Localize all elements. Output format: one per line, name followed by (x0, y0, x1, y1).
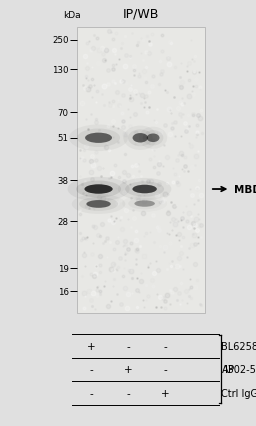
Text: 28: 28 (58, 217, 69, 226)
Text: 38: 38 (58, 176, 69, 186)
Ellipse shape (76, 181, 121, 198)
Text: -: - (126, 388, 130, 398)
Ellipse shape (87, 201, 111, 208)
Ellipse shape (79, 198, 118, 211)
Text: +: + (161, 388, 169, 398)
Text: IP/WB: IP/WB (123, 7, 159, 20)
Text: 16: 16 (58, 287, 69, 296)
Ellipse shape (134, 201, 155, 207)
Ellipse shape (147, 134, 159, 143)
Text: 70: 70 (58, 108, 69, 118)
Text: A302-529A: A302-529A (221, 365, 256, 374)
Ellipse shape (77, 129, 120, 148)
Text: -: - (126, 341, 130, 351)
Ellipse shape (147, 134, 159, 143)
Text: 51: 51 (58, 134, 69, 143)
Text: MBD3: MBD3 (234, 184, 256, 195)
Ellipse shape (128, 130, 153, 147)
Text: 130: 130 (52, 66, 69, 75)
Text: -: - (89, 365, 93, 374)
Text: IP: IP (225, 365, 234, 374)
Text: -: - (163, 341, 167, 351)
Ellipse shape (84, 185, 113, 194)
Ellipse shape (125, 182, 164, 197)
Ellipse shape (85, 133, 112, 144)
Ellipse shape (118, 178, 172, 201)
Ellipse shape (87, 201, 111, 208)
Text: 19: 19 (58, 264, 69, 273)
Ellipse shape (84, 185, 113, 194)
Text: Ctrl IgG: Ctrl IgG (221, 388, 256, 398)
Ellipse shape (68, 177, 130, 202)
Text: -: - (89, 388, 93, 398)
Text: BL6258: BL6258 (221, 341, 256, 351)
Ellipse shape (133, 134, 148, 143)
Ellipse shape (133, 185, 157, 194)
Ellipse shape (85, 133, 112, 144)
Ellipse shape (143, 131, 163, 146)
Ellipse shape (133, 134, 148, 143)
Text: +: + (124, 365, 132, 374)
Text: +: + (87, 341, 95, 351)
Text: 250: 250 (52, 36, 69, 45)
Ellipse shape (134, 201, 155, 207)
Text: kDa: kDa (63, 11, 80, 20)
Ellipse shape (133, 185, 157, 194)
Bar (77, 28, 205, 313)
Text: -: - (163, 365, 167, 374)
